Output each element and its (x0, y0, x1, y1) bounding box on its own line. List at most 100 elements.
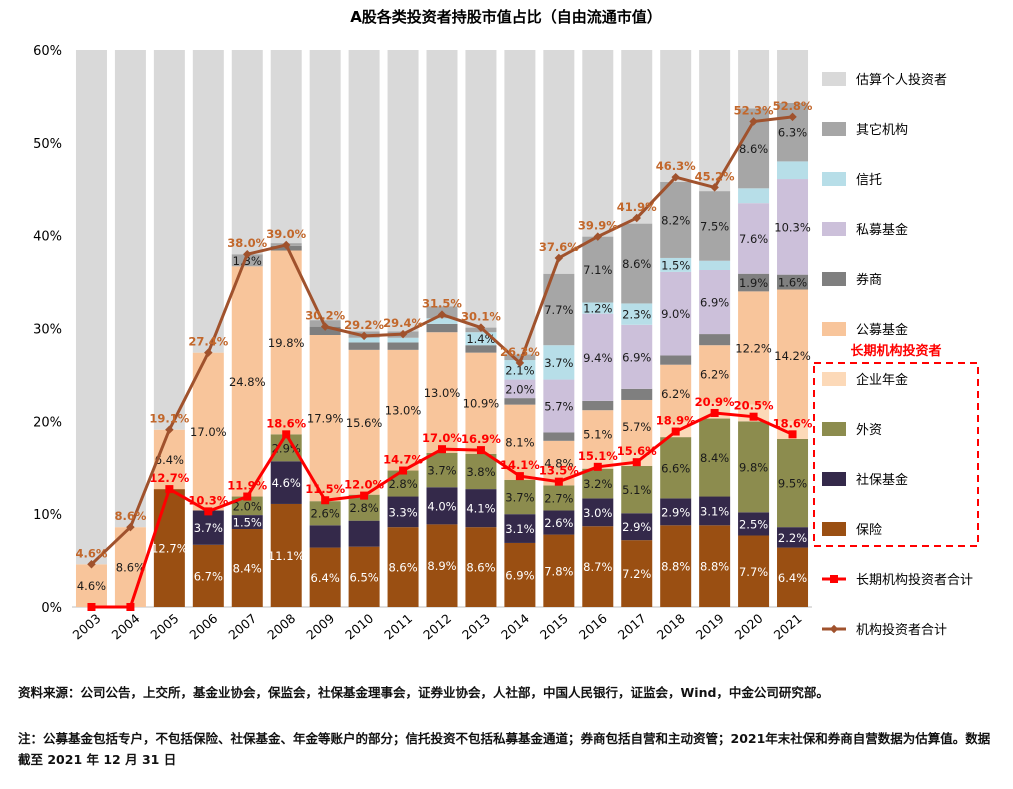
bar-估算个人投资者 (621, 50, 653, 224)
bar-label: 4.6% (272, 476, 301, 490)
line-point (165, 485, 174, 494)
line-point (320, 322, 330, 331)
bar-信托 (699, 260, 731, 271)
legend-swatch (822, 122, 846, 136)
bar-label: 3.3% (388, 505, 417, 519)
long-term-group-box (813, 362, 979, 547)
line-point (321, 496, 330, 505)
bar-label: 3.8% (466, 465, 495, 479)
bar-label: 12.7% (151, 542, 188, 556)
line-label: 37.6% (539, 240, 579, 254)
bar-label: 8.7% (583, 560, 612, 574)
bar-label: 3.7% (194, 521, 223, 535)
bar-外资 (309, 501, 341, 526)
legend-label: 信托 (856, 173, 882, 188)
legend-label: 长期机构投资者合计 (856, 572, 973, 588)
line-point (165, 425, 174, 434)
bar-保险 (270, 503, 302, 607)
bar-其它机构 (621, 223, 653, 304)
bar-label: 8.6% (388, 561, 417, 575)
bar-公募基金 (231, 266, 263, 497)
bar-保险 (621, 540, 653, 607)
bar-label: 10.9% (463, 397, 500, 411)
bar-公募基金 (699, 345, 731, 403)
bar-label: 6.4% (778, 571, 807, 585)
bar-保险 (231, 529, 263, 607)
x-tick-label: 2016 (576, 611, 610, 643)
legend-swatch (822, 272, 846, 286)
bar-私募基金 (777, 179, 809, 275)
legend-label: 公募基金 (856, 322, 908, 338)
bar-label: 11.1% (268, 549, 305, 563)
bar-label: 4.8% (544, 457, 573, 471)
bar-公募基金 (660, 364, 692, 423)
bar-券商 (777, 274, 809, 290)
bar-外资 (387, 470, 419, 497)
line-label: 18.6% (773, 416, 813, 430)
y-tick-label: 10% (33, 508, 62, 523)
legend-swatch (822, 322, 846, 336)
bar-label: 2.0% (233, 499, 262, 513)
bar-label: 2.7% (544, 491, 573, 505)
bar-label: 2.2% (778, 531, 807, 545)
x-tick-label: 2010 (342, 611, 376, 643)
line-point (476, 323, 486, 332)
line-point (243, 249, 252, 259)
line-label: 39.9% (578, 219, 618, 233)
bar-label: 2.1% (505, 363, 534, 377)
bar-估算个人投资者 (543, 50, 575, 274)
bar-估算个人投资者 (270, 50, 302, 244)
line-point (476, 446, 485, 455)
bar-社保基金 (270, 461, 302, 504)
bar-label: 7.7% (544, 303, 573, 317)
bar-社保基金 (582, 498, 614, 527)
x-tick-label: 2008 (264, 611, 298, 643)
y-tick-label: 60% (33, 44, 62, 59)
legend-swatch (822, 222, 846, 236)
legend-label: 机构投资者合计 (856, 622, 947, 638)
chart: A股各类投资者持股市值占比（自由流通市值） 0% 10% 20% 30% 40% 50% 6… (33, 8, 979, 643)
line-label: 39.0% (266, 227, 306, 241)
line-label: 4.6% (76, 546, 108, 560)
bar-其它机构 (504, 354, 536, 361)
bar-label: 9.0% (661, 307, 690, 321)
source-note: 资料来源：公司公告，上交所，基金业协会，保监会，社保基金理事会，证券业协会，人社… (18, 685, 829, 700)
x-tick-label: 2007 (225, 611, 259, 643)
bar-保险 (465, 527, 497, 607)
bar-外资 (426, 452, 458, 488)
line-point (398, 329, 408, 339)
x-tick-label: 2014 (498, 611, 532, 643)
bar-label: 7.8% (544, 564, 573, 578)
bar-外资 (231, 496, 263, 516)
line-point (437, 310, 447, 319)
bar-社保基金 (621, 513, 653, 541)
legend-label: 券商 (856, 272, 882, 288)
bar-label: 9.5% (778, 477, 807, 491)
bar-label: 14.2% (774, 349, 811, 363)
line-label: 20.9% (695, 395, 735, 409)
bar-券商 (465, 345, 497, 353)
bar-label: 2.0% (505, 382, 534, 396)
y-tick-label: 40% (33, 230, 62, 245)
bar-外资 (270, 434, 302, 462)
bar-社保基金 (543, 510, 575, 535)
bar-label: 4.6% (77, 579, 106, 593)
line-label: 30.1% (461, 310, 501, 324)
bar-私募基金 (504, 379, 536, 399)
bar-公募基金 (621, 399, 653, 453)
bar-估算个人投资者 (582, 50, 614, 237)
line-point (671, 427, 680, 436)
bar-社保基金 (660, 498, 692, 526)
line-label: 29.2% (344, 318, 384, 332)
line-point (632, 458, 641, 467)
bar-信托 (543, 345, 575, 380)
bar-label: 3.2% (583, 477, 612, 491)
legend-swatch (822, 72, 846, 86)
chart-title: A股各类投资者持股市值占比（自由流通市值） (350, 8, 662, 26)
bar-公募基金 (192, 352, 224, 511)
line-label: 14.7% (383, 453, 423, 467)
bar-保险 (543, 534, 575, 607)
bar-信托 (504, 360, 536, 380)
line-point (204, 507, 213, 516)
bar-label: 5.7% (622, 420, 651, 434)
